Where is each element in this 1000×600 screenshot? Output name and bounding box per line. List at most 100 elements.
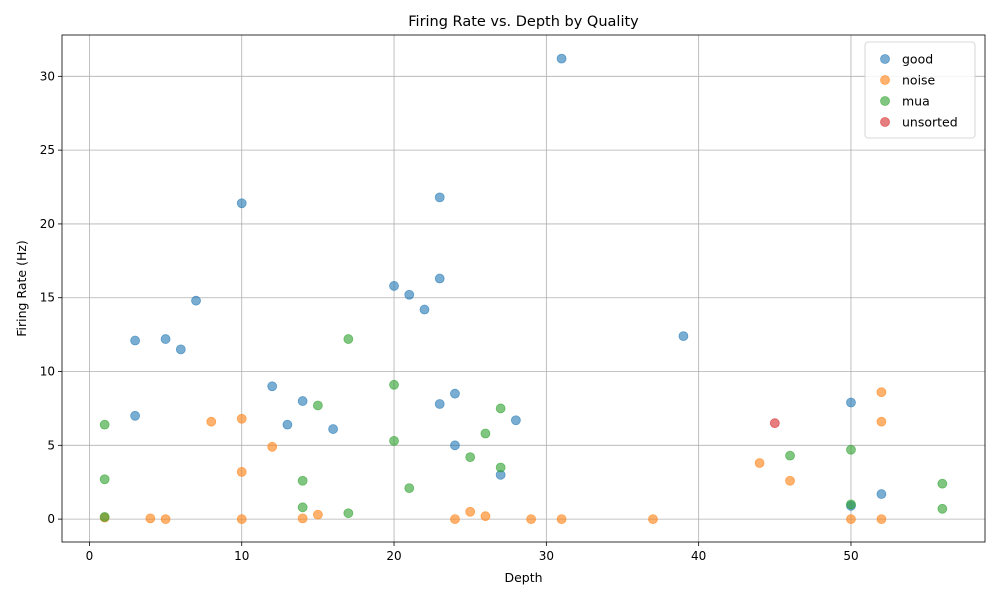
- x-tick-label: 10: [234, 549, 249, 563]
- legend-item-good: good: [880, 52, 933, 67]
- data-point: [312, 509, 323, 520]
- data-point: [99, 512, 110, 522]
- data-point: [876, 489, 887, 499]
- data-point: [434, 273, 445, 284]
- data-point: [297, 513, 308, 524]
- legend-box: [864, 41, 976, 139]
- data-point: [785, 450, 795, 461]
- series-good: [130, 53, 887, 511]
- data-point: [876, 416, 887, 427]
- y-axis-ticks: 0 5 10 15 20 25 30: [40, 69, 62, 526]
- data-point: [236, 198, 247, 209]
- data-point: [846, 444, 856, 455]
- data-point: [99, 419, 110, 430]
- data-point: [937, 503, 948, 514]
- data-point: [556, 514, 567, 525]
- data-point: [434, 399, 445, 409]
- plot-frame: [61, 34, 986, 543]
- legend-item-mua: mua: [880, 94, 930, 109]
- data-point: [510, 415, 521, 426]
- data-point: [160, 334, 171, 344]
- data-point: [465, 506, 476, 517]
- data-point: [876, 514, 887, 525]
- x-axis-ticks: 0 10 20 30 40 50: [86, 542, 859, 563]
- legend-item-noise: noise: [880, 73, 936, 88]
- data-point: [328, 424, 339, 434]
- data-point: [754, 458, 765, 468]
- data-point: [389, 435, 399, 446]
- legend-label: unsorted: [902, 115, 958, 130]
- data-point: [160, 514, 171, 525]
- x-tick-label: 0: [86, 549, 94, 563]
- chart-title: Firing Rate vs. Depth by Quality: [408, 14, 639, 30]
- data-point: [876, 387, 887, 398]
- series-noise: [99, 387, 887, 525]
- data-point: [465, 452, 476, 463]
- data-point: [785, 475, 795, 486]
- y-tick-label: 25: [40, 143, 55, 157]
- data-point: [389, 379, 399, 390]
- data-point: [206, 416, 217, 427]
- x-axis-label: Depth: [504, 570, 542, 585]
- series-mua: [99, 334, 948, 522]
- data-point: [846, 397, 856, 408]
- y-tick-label: 5: [47, 438, 55, 452]
- series-unsorted: [769, 418, 780, 429]
- x-tick-label: 50: [843, 549, 858, 563]
- data-point: [526, 514, 537, 525]
- y-tick-label: 0: [47, 512, 55, 526]
- legend-marker: [880, 96, 890, 106]
- data-point: [389, 281, 399, 291]
- data-point: [267, 381, 278, 392]
- y-tick-label: 30: [40, 69, 55, 83]
- y-tick-label: 15: [40, 291, 55, 305]
- data-point: [480, 428, 491, 439]
- data-point: [312, 400, 323, 411]
- data-point: [450, 514, 460, 525]
- data-point: [495, 403, 506, 414]
- data-point: [937, 478, 948, 489]
- data-point: [282, 419, 293, 430]
- legend: good noise mua unsorted: [864, 41, 976, 139]
- data-point: [175, 344, 186, 355]
- x-tick-label: 40: [691, 549, 706, 563]
- data-point: [267, 441, 278, 452]
- x-tick-label: 20: [386, 549, 401, 563]
- legend-label: noise: [902, 73, 936, 88]
- data-point: [450, 440, 460, 451]
- data-point: [678, 331, 689, 342]
- data-point: [434, 192, 445, 203]
- x-tick-label: 30: [539, 549, 554, 563]
- data-point: [419, 304, 430, 315]
- y-tick-label: 10: [40, 365, 55, 379]
- data-point: [404, 289, 415, 300]
- data-point: [343, 508, 354, 519]
- legend-label: mua: [902, 94, 930, 109]
- data-point: [480, 511, 491, 522]
- data-point: [556, 53, 567, 64]
- data-point: [236, 514, 247, 525]
- data-point: [130, 335, 141, 346]
- data-point: [99, 474, 110, 485]
- data-point: [846, 514, 856, 525]
- data-point: [145, 513, 156, 524]
- data-point: [769, 418, 780, 429]
- legend-item-unsorted: unsorted: [880, 115, 958, 130]
- legend-marker: [880, 75, 890, 85]
- data-point: [130, 410, 141, 421]
- legend-marker: [880, 54, 890, 64]
- data-point: [191, 295, 201, 306]
- data-point: [450, 388, 460, 399]
- data-point: [297, 502, 308, 513]
- data-points: [99, 53, 948, 525]
- data-point: [648, 514, 658, 525]
- data-point: [495, 462, 506, 473]
- data-point: [236, 413, 247, 424]
- legend-marker: [880, 117, 890, 127]
- y-axis-label: Firing Rate (Hz): [14, 240, 29, 337]
- data-point: [297, 475, 308, 486]
- y-tick-label: 20: [40, 217, 55, 231]
- legend-label: good: [902, 52, 933, 67]
